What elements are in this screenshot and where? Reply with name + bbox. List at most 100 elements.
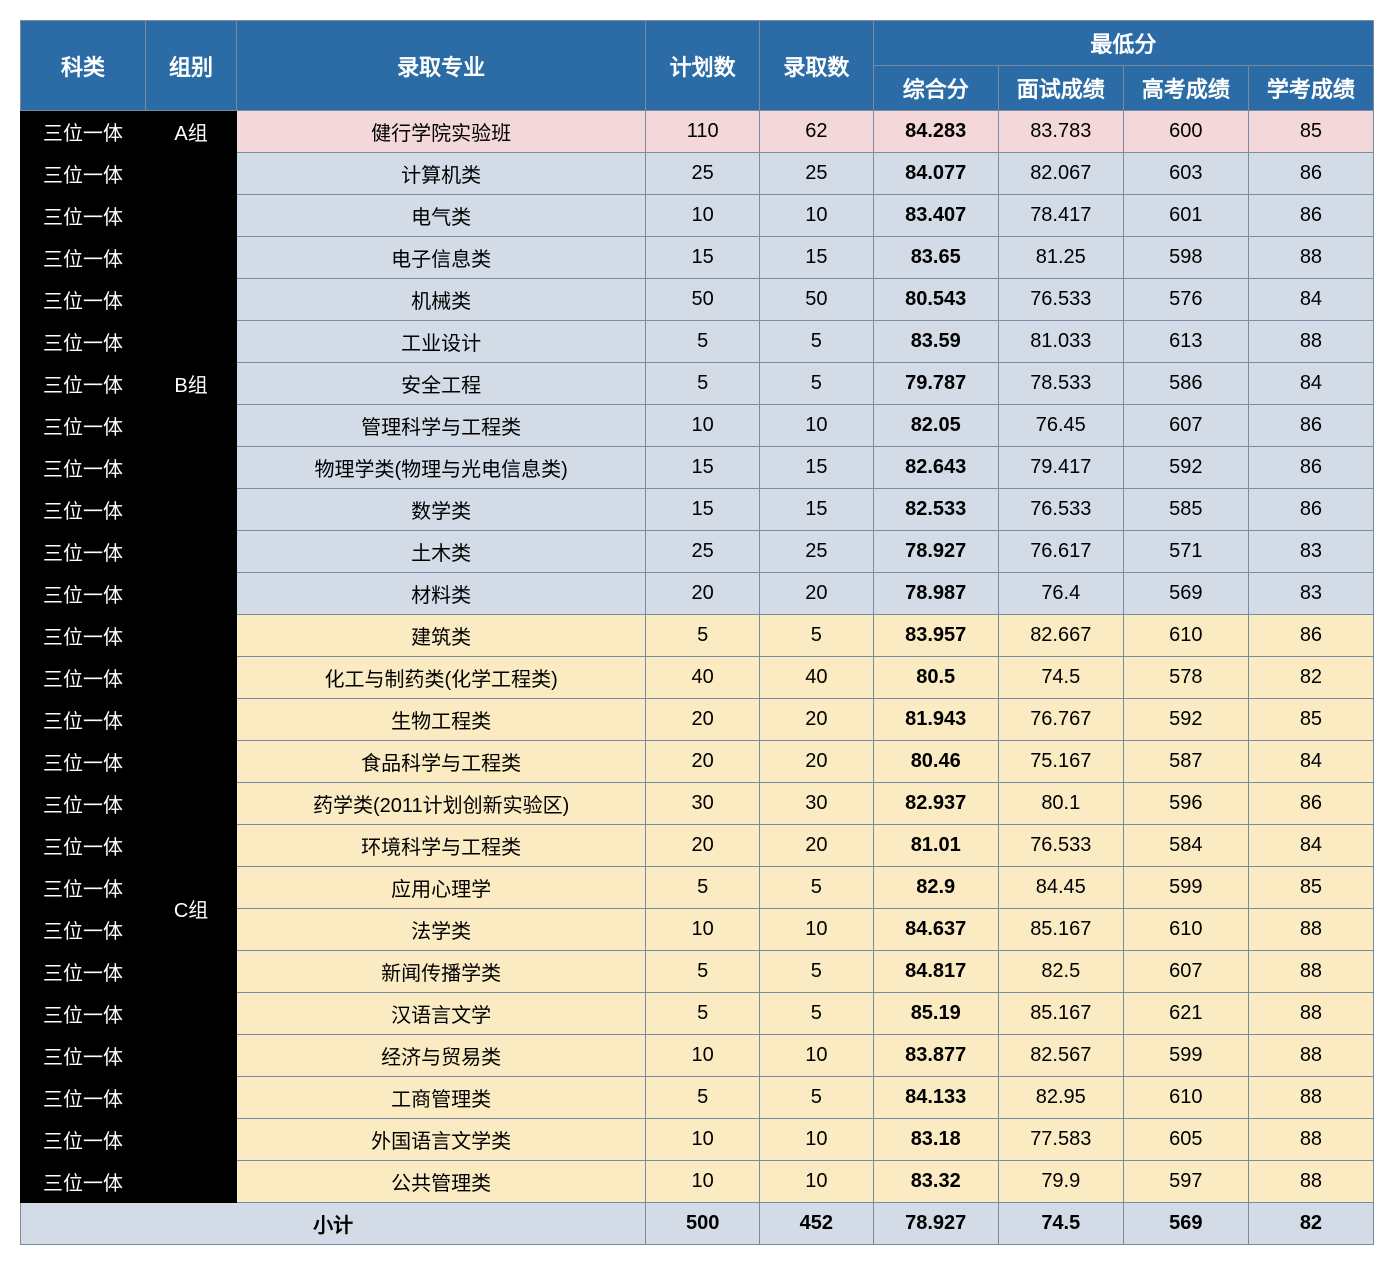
cell-gaokao: 586 xyxy=(1123,363,1248,405)
cell-category: 三位一体 xyxy=(21,699,146,741)
cell-interview: 75.167 xyxy=(998,741,1123,783)
cell-gaokao: 596 xyxy=(1123,783,1248,825)
cell-plan: 20 xyxy=(646,741,760,783)
cell-composite: 82.937 xyxy=(873,783,998,825)
cell-admitted: 5 xyxy=(760,321,874,363)
cell-xuekao: 86 xyxy=(1248,195,1373,237)
cell-admitted: 15 xyxy=(760,447,874,489)
cell-gaokao: 600 xyxy=(1123,111,1248,153)
table-header: 科类 组别 录取专业 计划数 录取数 最低分 综合分 面试成绩 高考成绩 学考成… xyxy=(21,21,1374,111)
cell-gaokao: 610 xyxy=(1123,615,1248,657)
cell-plan: 110 xyxy=(646,111,760,153)
cell-major: 健行学院实验班 xyxy=(237,111,646,153)
cell-xuekao: 86 xyxy=(1248,447,1373,489)
cell-category: 三位一体 xyxy=(21,195,146,237)
cell-admitted: 62 xyxy=(760,111,874,153)
cell-interview: 76.767 xyxy=(998,699,1123,741)
cell-plan: 10 xyxy=(646,195,760,237)
cell-admitted: 5 xyxy=(760,951,874,993)
cell-plan: 20 xyxy=(646,573,760,615)
cell-admitted: 20 xyxy=(760,699,874,741)
table-row: 三位一体B组计算机类252584.07782.06760386 xyxy=(21,153,1374,195)
cell-gaokao: 598 xyxy=(1123,237,1248,279)
cell-composite: 81.943 xyxy=(873,699,998,741)
cell-major: 汉语言文学 xyxy=(237,993,646,1035)
cell-composite: 80.46 xyxy=(873,741,998,783)
cell-plan: 25 xyxy=(646,153,760,195)
cell-plan: 10 xyxy=(646,1161,760,1203)
cell-major: 化工与制药类(化学工程类) xyxy=(237,657,646,699)
th-xuekao: 学考成绩 xyxy=(1248,66,1373,111)
cell-xuekao: 88 xyxy=(1248,1161,1373,1203)
cell-interview: 85.167 xyxy=(998,993,1123,1035)
cell-category: 三位一体 xyxy=(21,321,146,363)
cell-category: 三位一体 xyxy=(21,867,146,909)
cell-category: 三位一体 xyxy=(21,489,146,531)
cell-plan: 10 xyxy=(646,405,760,447)
cell-plan: 10 xyxy=(646,909,760,951)
cell-category: 三位一体 xyxy=(21,993,146,1035)
cell-plan: 5 xyxy=(646,951,760,993)
cell-composite: 78.927 xyxy=(873,531,998,573)
cell-major: 建筑类 xyxy=(237,615,646,657)
cell-interview: 76.533 xyxy=(998,489,1123,531)
cell-xuekao: 85 xyxy=(1248,111,1373,153)
cell-xuekao: 86 xyxy=(1248,405,1373,447)
cell-gaokao: 610 xyxy=(1123,1077,1248,1119)
cell-admitted: 5 xyxy=(760,363,874,405)
cell-gaokao: 585 xyxy=(1123,489,1248,531)
cell-xuekao: 82 xyxy=(1248,657,1373,699)
cell-major: 新闻传播学类 xyxy=(237,951,646,993)
cell-composite: 81.01 xyxy=(873,825,998,867)
cell-plan: 5 xyxy=(646,615,760,657)
cell-admitted: 5 xyxy=(760,993,874,1035)
cell-admitted: 25 xyxy=(760,153,874,195)
cell-composite: 84.637 xyxy=(873,909,998,951)
cell-plan: 20 xyxy=(646,699,760,741)
cell-category: 三位一体 xyxy=(21,153,146,195)
cell-gaokao: 605 xyxy=(1123,1119,1248,1161)
cell-plan: 40 xyxy=(646,657,760,699)
cell-plan: 30 xyxy=(646,783,760,825)
cell-interview: 82.667 xyxy=(998,615,1123,657)
cell-major: 数学类 xyxy=(237,489,646,531)
table-row: 三位一体C组建筑类5583.95782.66761086 xyxy=(21,615,1374,657)
cell-composite: 82.9 xyxy=(873,867,998,909)
cell-xuekao: 86 xyxy=(1248,615,1373,657)
cell-plan: 10 xyxy=(646,1035,760,1077)
subtotal-gaokao: 569 xyxy=(1123,1203,1248,1245)
cell-interview: 76.4 xyxy=(998,573,1123,615)
cell-major: 生物工程类 xyxy=(237,699,646,741)
cell-admitted: 10 xyxy=(760,1161,874,1203)
cell-xuekao: 84 xyxy=(1248,741,1373,783)
th-composite: 综合分 xyxy=(873,66,998,111)
cell-admitted: 5 xyxy=(760,1077,874,1119)
cell-plan: 15 xyxy=(646,447,760,489)
cell-xuekao: 83 xyxy=(1248,531,1373,573)
cell-major: 外国语言文学类 xyxy=(237,1119,646,1161)
cell-group: A组 xyxy=(146,111,237,153)
cell-admitted: 25 xyxy=(760,531,874,573)
cell-group: C组 xyxy=(146,615,237,1203)
cell-admitted: 10 xyxy=(760,195,874,237)
cell-interview: 78.417 xyxy=(998,195,1123,237)
cell-category: 三位一体 xyxy=(21,951,146,993)
cell-major: 物理学类(物理与光电信息类) xyxy=(237,447,646,489)
cell-category: 三位一体 xyxy=(21,1119,146,1161)
cell-category: 三位一体 xyxy=(21,237,146,279)
cell-category: 三位一体 xyxy=(21,531,146,573)
cell-plan: 5 xyxy=(646,321,760,363)
cell-composite: 78.987 xyxy=(873,573,998,615)
cell-xuekao: 86 xyxy=(1248,153,1373,195)
th-gaokao: 高考成绩 xyxy=(1123,66,1248,111)
cell-category: 三位一体 xyxy=(21,657,146,699)
cell-category: 三位一体 xyxy=(21,1077,146,1119)
cell-admitted: 5 xyxy=(760,867,874,909)
cell-plan: 50 xyxy=(646,279,760,321)
cell-interview: 76.617 xyxy=(998,531,1123,573)
cell-major: 管理科学与工程类 xyxy=(237,405,646,447)
cell-composite: 79.787 xyxy=(873,363,998,405)
cell-composite: 82.643 xyxy=(873,447,998,489)
cell-major: 环境科学与工程类 xyxy=(237,825,646,867)
subtotal-xuekao: 82 xyxy=(1248,1203,1373,1245)
